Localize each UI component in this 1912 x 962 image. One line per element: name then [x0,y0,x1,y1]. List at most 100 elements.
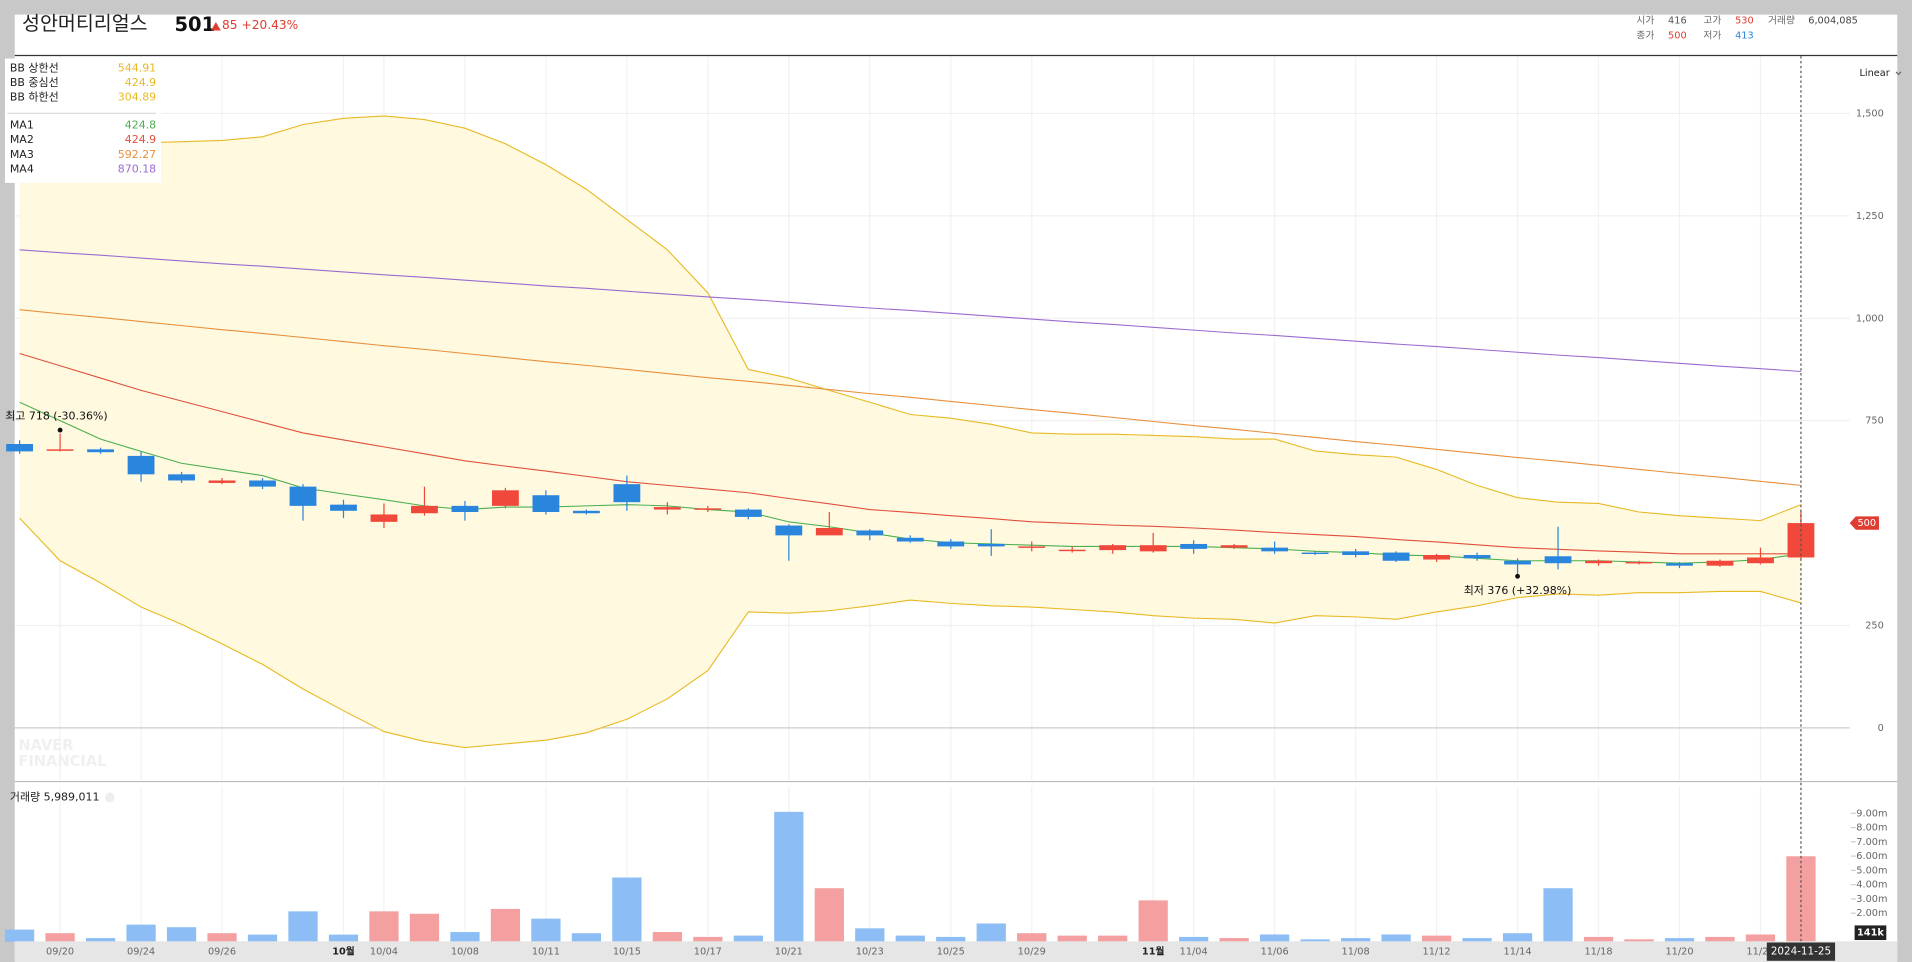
volume-bar [855,928,885,942]
legend-value: 424.9 [125,133,156,146]
candle-body [1018,546,1046,548]
x-tick-label: 09/26 [208,947,236,958]
candle-body [856,530,884,536]
volume-tick-label: 8.00m [1856,823,1887,834]
candle-body [815,527,843,536]
x-tick-label: 10/08 [451,947,479,958]
x-tick-label: 10/25 [937,947,965,958]
candle-body [572,510,600,514]
close-label: 종가 [1636,29,1654,41]
candle-body [6,444,34,452]
candle-body [1463,555,1491,559]
x-tick-label: 10/29 [1018,947,1046,958]
candle-body [1706,560,1734,566]
candle-body [1261,547,1289,552]
volume-panel-label: 거래량 5,989,011 [10,790,100,803]
x-tick-label: 11/14 [1504,947,1532,958]
x-tick-label: 11/12 [1423,947,1451,958]
up-arrow [211,21,221,31]
volume-bar [1705,936,1735,942]
volume-bar [409,913,440,942]
volume-bar [571,933,602,942]
candle-body [492,490,519,506]
watermark: FINANCIAL [18,753,106,770]
x-tick-label: 09/20 [46,947,74,958]
volume-label: 거래량 [1768,15,1795,27]
candle-body [451,505,479,513]
volume-bar [45,933,75,942]
volume-bar [207,933,237,942]
volume-tick-label: 2.00m [1856,908,1887,919]
candle-body [1747,557,1774,564]
candle-body [289,486,317,506]
volume-bar [126,924,156,942]
volume-bar [1340,938,1371,942]
legend-value: 544.91 [118,61,156,74]
open-value: 416 [1668,16,1687,27]
x-tick-label: 10/15 [613,947,641,958]
volume-bar [1057,935,1087,942]
stock-price: 501 [174,13,215,36]
volume-bar [1179,936,1209,942]
candle-body [1180,543,1208,549]
candle-body [1342,551,1370,556]
close-icon[interactable] [104,792,115,803]
price-change: 85 [222,18,238,32]
volume-bar [1543,888,1573,942]
volume-bar [450,932,480,942]
legend-label: BB 하한선 [10,90,59,104]
candle-body [1139,545,1167,552]
volume-bar [288,911,318,942]
high-marker [57,427,63,433]
candle-body [977,543,1005,547]
cursor-date: 2024-11-25 [1771,946,1831,958]
x-tick-label: 10/17 [694,947,722,958]
volume-cursor-box [1854,925,1887,941]
candle-body [1301,552,1329,555]
volume-bar [369,911,399,942]
volume-bar [612,877,642,942]
volume-tick-label: 7.00m [1856,837,1887,848]
volume-bar [166,927,197,942]
volume-bar [1745,934,1776,942]
volume-bar [1786,856,1816,942]
candle-body [532,495,560,513]
candle-body [330,504,357,511]
candle-body [1220,545,1248,548]
x-tick-label: 10/11 [532,947,560,958]
low-value: 413 [1735,30,1754,41]
candle-body [1058,549,1086,552]
volume-bar [1624,939,1654,942]
legend-value: 304.89 [118,91,156,104]
line [19,249,1801,373]
x-tick-label: 10/21 [775,947,803,958]
legend-label: BB 상한선 [10,61,59,74]
volume-bar [4,929,35,942]
volume-bar [895,935,925,942]
candle-body [1423,555,1450,560]
candle-body [370,514,398,522]
volume-bar [733,935,763,942]
volume-bar [1583,936,1614,942]
candle-body [127,455,155,475]
candle-body [613,484,641,503]
legend-label: MA3 [10,148,34,161]
candle-body [937,541,965,547]
candle-body [653,507,681,510]
volume-bar [1462,938,1492,942]
candle-body [46,449,74,451]
legend-label: MA4 [10,162,34,175]
volume-bar [976,923,1006,942]
volume-cursor-label: 141k [1857,928,1884,939]
volume-bar [1664,938,1695,942]
chevron[interactable] [1895,71,1902,76]
scale-mode[interactable]: Linear [1859,68,1890,79]
scale-selector[interactable]: Linear [1859,68,1902,79]
low-marker [1515,573,1520,579]
volume-bar [936,936,966,942]
candle-body [87,449,114,453]
volume-bar [1502,933,1533,942]
candle-body [1585,560,1612,564]
price-tag-label: 500 [1857,518,1876,529]
